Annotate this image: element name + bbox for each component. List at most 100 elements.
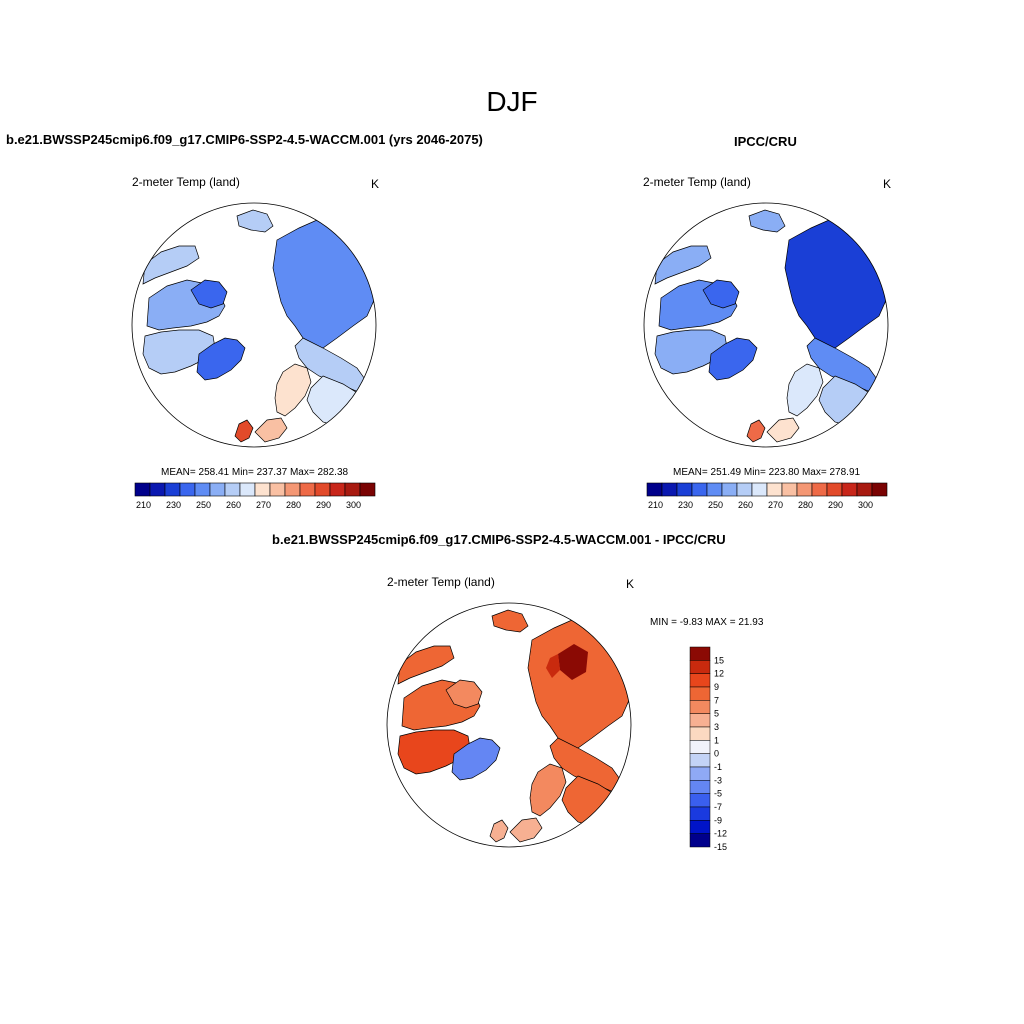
land-scandinavia-model: [274, 363, 312, 417]
colorbar-box-model-1: [149, 482, 166, 497]
colorbar-box-diff-14: [689, 833, 711, 848]
colorbar-box-diff-8: [689, 753, 711, 768]
panel-obs-units: K: [883, 177, 892, 191]
colorbar-box-model-12: [314, 482, 331, 497]
colorbar-tick-diff-6: 1: [714, 735, 719, 745]
colorbar-obs: 210 230 250 260 270 280 290 300: [646, 482, 888, 510]
colorbar-tick-model-5: 280: [286, 500, 301, 510]
colorbar-box-model-3: [179, 482, 196, 497]
colorbar-tick-obs-3: 260: [738, 500, 753, 510]
colorbar-tick-diff-14: -15: [714, 842, 727, 852]
colorbar-tick-model-4: 270: [256, 500, 271, 510]
panel-model-units: K: [371, 177, 380, 191]
colorbar-tick-obs-0: 210: [648, 500, 663, 510]
panel-diff-stats: MIN = -9.83 MAX = 21.93: [650, 617, 764, 628]
colorbar-box-obs-4: [706, 482, 723, 497]
colorbar-box-model-2: [164, 482, 181, 497]
colorbar-box-model-8: [254, 482, 271, 497]
land-arctic-archipelago-diff: [445, 679, 483, 709]
colorbar-tick-model-6: 290: [316, 500, 331, 510]
polar-map-model: [131, 202, 377, 448]
colorbar-box-obs-5: [721, 482, 738, 497]
colorbar-box-obs-12: [826, 482, 843, 497]
colorbar-box-model-7: [239, 482, 256, 497]
land-greenland-diff: [451, 737, 501, 781]
colorbar-box-diff-5: [689, 713, 711, 728]
colorbar-tick-model-2: 250: [196, 500, 211, 510]
colorbar-tick-model-1: 230: [166, 500, 181, 510]
colorbar-box-obs-11: [811, 482, 828, 497]
land-western-europe-obs: [766, 417, 800, 443]
land-arctic-archipelago-model: [190, 279, 228, 309]
land-chukotka-diff: [491, 609, 529, 633]
land-chukotka-model: [236, 209, 274, 233]
colorbar-tick-diff-9: -3: [714, 775, 722, 785]
panel-obs-variable: 2-meter Temp (land): [643, 175, 751, 189]
colorbar-box-diff-7: [689, 740, 711, 754]
colorbar-box-obs-8: [766, 482, 783, 497]
colorbar-tick-diff-2: 9: [714, 682, 719, 692]
figure-title: DJF: [486, 86, 538, 117]
panel-obs-stats: MEAN= 251.49 Min= 223.80 Max= 278.91: [673, 467, 861, 478]
land-western-europe-model: [254, 417, 288, 443]
colorbar-box-obs-14: [856, 482, 873, 497]
colorbar-box-obs-9: [781, 482, 798, 497]
map-border-diff: [386, 602, 632, 848]
colorbar-box-diff-4: [689, 700, 711, 714]
land-hotspot2-diff: [546, 654, 560, 678]
colorbar-tick-model-0: 210: [136, 500, 151, 510]
colorbar-box-model-5: [209, 482, 226, 497]
panel-model-stats: MEAN= 258.41 Min= 237.37 Max= 282.38: [161, 467, 349, 478]
colorbar-box-obs-10: [796, 482, 813, 497]
colorbar-tick-diff-0: 15: [714, 655, 724, 665]
colorbar-tick-diff-8: -1: [714, 762, 722, 772]
colorbar-box-obs-13: [841, 482, 858, 497]
colorbar-tick-diff-1: 12: [714, 669, 724, 679]
colorbar-tick-diff-11: -7: [714, 802, 722, 812]
panel-model-title: b.e21.BWSSP245cmip6.f09_g17.CMIP6-SSP2-4…: [6, 132, 483, 147]
land-scandinavia-obs: [786, 363, 824, 417]
colorbar-box-diff-12: [689, 806, 711, 821]
land-britain-diff: [489, 819, 509, 843]
colorbar-box-diff-1: [689, 660, 711, 674]
colorbar-box-obs-2: [676, 482, 693, 497]
colorbar-box-model-10: [284, 482, 301, 497]
colorbar-box-diff-9: [689, 766, 711, 781]
land-britain-model: [234, 419, 254, 443]
colorbar-box-diff-2: [689, 673, 711, 688]
colorbar-box-diff-11: [689, 793, 711, 808]
colorbar-box-obs-15: [871, 482, 888, 497]
land-chukotka-obs: [748, 209, 786, 233]
colorbar-tick-diff-13: -12: [714, 829, 727, 839]
colorbar-tick-diff-12: -9: [714, 815, 722, 825]
colorbar-box-diff-13: [689, 820, 711, 834]
colorbar-tick-obs-2: 250: [708, 500, 723, 510]
colorbar-tick-diff-4: 5: [714, 709, 719, 719]
land-greenland-obs: [708, 337, 758, 381]
land-hotspot-diff: [558, 644, 588, 680]
colorbar-tick-diff-7: 0: [714, 749, 719, 759]
colorbar-tick-diff-5: 3: [714, 722, 719, 732]
colorbar-tick-obs-1: 230: [678, 500, 693, 510]
colorbar-box-model-0: [134, 482, 151, 497]
land-western-europe-diff: [509, 817, 543, 843]
land-scandinavia-diff: [529, 763, 567, 817]
land-arctic-archipelago-obs: [702, 279, 740, 309]
colorbar-tick-obs-7: 300: [858, 500, 873, 510]
colorbar-box-model-14: [344, 482, 361, 497]
colorbar-tick-obs-6: 290: [828, 500, 843, 510]
colorbar-box-model-9: [269, 482, 286, 497]
colorbar-box-obs-1: [661, 482, 678, 497]
colorbar-box-obs-3: [691, 482, 708, 497]
land-greenland-model: [196, 337, 246, 381]
colorbar-model: 210 230 250 260 270 280 290 300: [134, 482, 376, 510]
colorbar-tick-obs-4: 270: [768, 500, 783, 510]
colorbar-box-diff-0: [689, 646, 711, 661]
land-britain-obs: [746, 419, 766, 443]
panel-diff-title: b.e21.BWSSP245cmip6.f09_g17.CMIP6-SSP2-4…: [272, 532, 726, 547]
panel-diff-units: K: [626, 577, 635, 591]
colorbar-box-model-15: [359, 482, 376, 497]
land-alaska-obs: [654, 245, 712, 285]
panel-model-variable: 2-meter Temp (land): [132, 175, 240, 189]
colorbar-tick-obs-5: 280: [798, 500, 813, 510]
